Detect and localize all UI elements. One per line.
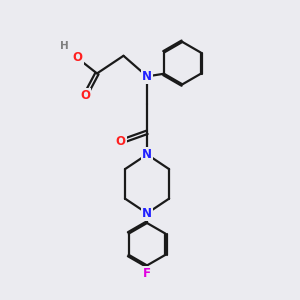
Text: N: N: [142, 70, 152, 83]
Text: F: F: [143, 267, 151, 280]
Text: N: N: [142, 148, 152, 161]
Text: O: O: [80, 89, 90, 102]
Text: H: H: [60, 41, 68, 51]
Text: O: O: [116, 135, 126, 148]
Text: N: N: [142, 207, 152, 220]
Text: O: O: [73, 51, 83, 64]
